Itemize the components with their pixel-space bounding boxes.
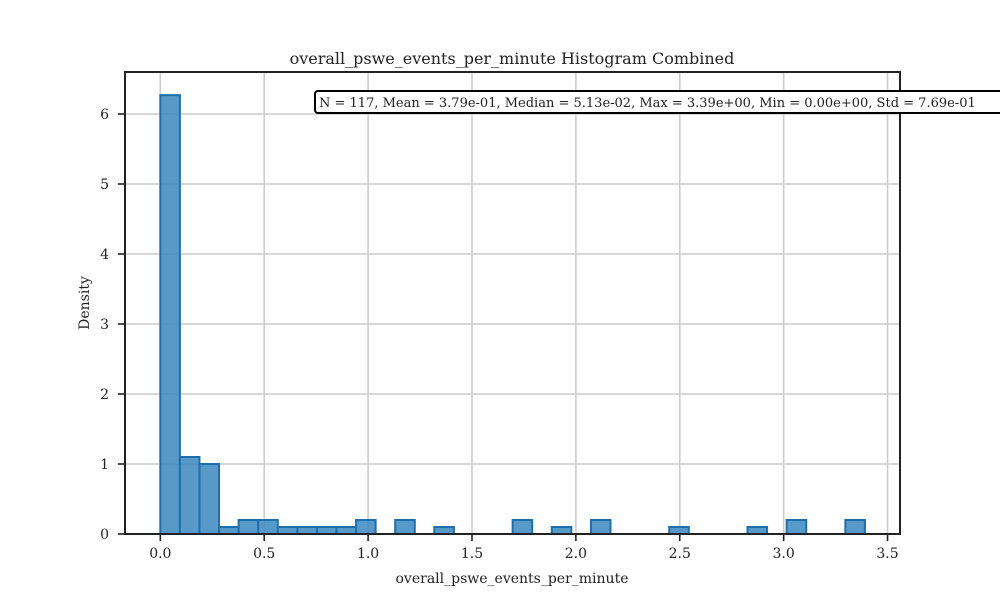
- histogram-bar: [551, 527, 572, 534]
- histogram-step-outline: [159, 94, 866, 534]
- stats-box: [314, 90, 1000, 114]
- y-tick-label: 2: [100, 387, 109, 403]
- x-tick-label: 2.5: [669, 546, 691, 562]
- histogram-bar: [179, 457, 200, 534]
- histogram-bar: [434, 527, 454, 534]
- x-tick-label: 3.0: [773, 546, 795, 562]
- histogram-bar: [258, 520, 278, 534]
- y-tick-label: 6: [100, 107, 109, 123]
- x-tick-label: 1.0: [357, 546, 379, 562]
- x-axis-label: overall_pswe_events_per_minute: [396, 571, 629, 587]
- grid-lines: [125, 72, 900, 535]
- x-tick-label: 3.5: [876, 546, 898, 562]
- y-axis-label: Density: [77, 276, 93, 330]
- histogram-bar: [238, 520, 259, 534]
- stats-text: N = 117, Mean = 3.79e-01, Median = 5.13e…: [319, 96, 976, 111]
- histogram-bar: [356, 520, 376, 534]
- y-tick-label: 0: [100, 527, 109, 543]
- histogram-bar: [512, 520, 533, 534]
- histogram-bar: [316, 527, 337, 534]
- y-tick-label: 4: [100, 247, 109, 263]
- histogram-bar: [786, 520, 807, 534]
- histogram-bar: [747, 527, 768, 534]
- axes-frame: [124, 71, 901, 535]
- x-tick-label: 1.5: [461, 546, 483, 562]
- histogram-bar: [297, 527, 317, 534]
- histogram-bar: [336, 527, 357, 534]
- y-tick-label: 5: [100, 177, 109, 193]
- histogram-bar: [199, 464, 220, 534]
- histogram-bars: [159, 94, 866, 535]
- histogram-bar: [845, 520, 865, 534]
- histogram-bar: [590, 520, 611, 534]
- histogram-bar: [219, 527, 239, 534]
- histogram-bar: [669, 527, 689, 534]
- histogram-bar: [277, 527, 298, 534]
- chart-title: overall_pswe_events_per_minute Histogram…: [290, 49, 735, 68]
- x-tick-label: 0.5: [253, 546, 275, 562]
- y-tick-label: 1: [100, 457, 109, 473]
- stats-annotation: N = 117, Mean = 3.79e-01, Median = 5.13e…: [314, 90, 1000, 114]
- axis-ticks: 0.0 0.5 1.0 1.5 2.0 2.5 3.0 3.5 0 1 2 3 4 5 6: [100, 107, 899, 562]
- x-tick-label: 2.0: [565, 546, 587, 562]
- histogram-bar: [395, 520, 415, 534]
- histogram-bar: [160, 95, 180, 534]
- y-tick-label: 3: [100, 317, 109, 333]
- x-tick-label: 0.0: [149, 546, 171, 562]
